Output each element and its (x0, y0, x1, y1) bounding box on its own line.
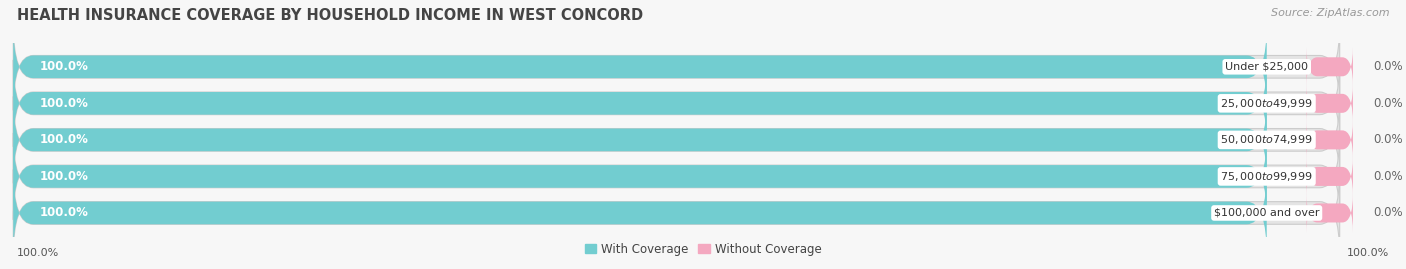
Text: 100.0%: 100.0% (39, 97, 89, 110)
Text: 100.0%: 100.0% (39, 60, 89, 73)
FancyBboxPatch shape (13, 133, 1267, 220)
Text: $25,000 to $49,999: $25,000 to $49,999 (1220, 97, 1313, 110)
Text: 0.0%: 0.0% (1372, 170, 1402, 183)
FancyBboxPatch shape (13, 169, 1267, 256)
FancyBboxPatch shape (13, 96, 1267, 183)
FancyBboxPatch shape (13, 23, 1340, 110)
FancyBboxPatch shape (13, 60, 1340, 147)
FancyBboxPatch shape (13, 60, 1267, 147)
Legend: With Coverage, Without Coverage: With Coverage, Without Coverage (579, 238, 827, 260)
FancyBboxPatch shape (1306, 193, 1353, 233)
Text: 0.0%: 0.0% (1372, 207, 1402, 220)
FancyBboxPatch shape (13, 133, 1340, 220)
Text: $50,000 to $74,999: $50,000 to $74,999 (1220, 133, 1313, 146)
Text: HEALTH INSURANCE COVERAGE BY HOUSEHOLD INCOME IN WEST CONCORD: HEALTH INSURANCE COVERAGE BY HOUSEHOLD I… (17, 8, 643, 23)
Text: Under $25,000: Under $25,000 (1225, 62, 1308, 72)
Text: $100,000 and over: $100,000 and over (1213, 208, 1319, 218)
FancyBboxPatch shape (1306, 157, 1353, 196)
FancyBboxPatch shape (13, 169, 1340, 256)
Text: 100.0%: 100.0% (17, 248, 59, 258)
FancyBboxPatch shape (1306, 84, 1353, 123)
Text: 100.0%: 100.0% (39, 207, 89, 220)
Text: 0.0%: 0.0% (1372, 133, 1402, 146)
Text: Source: ZipAtlas.com: Source: ZipAtlas.com (1271, 8, 1389, 18)
FancyBboxPatch shape (1306, 120, 1353, 160)
Text: 0.0%: 0.0% (1372, 60, 1402, 73)
FancyBboxPatch shape (1306, 47, 1353, 87)
Text: 100.0%: 100.0% (39, 133, 89, 146)
Text: $75,000 to $99,999: $75,000 to $99,999 (1220, 170, 1313, 183)
Text: 100.0%: 100.0% (1347, 248, 1389, 258)
FancyBboxPatch shape (13, 23, 1267, 110)
FancyBboxPatch shape (13, 96, 1340, 183)
Text: 0.0%: 0.0% (1372, 97, 1402, 110)
Text: 100.0%: 100.0% (39, 170, 89, 183)
